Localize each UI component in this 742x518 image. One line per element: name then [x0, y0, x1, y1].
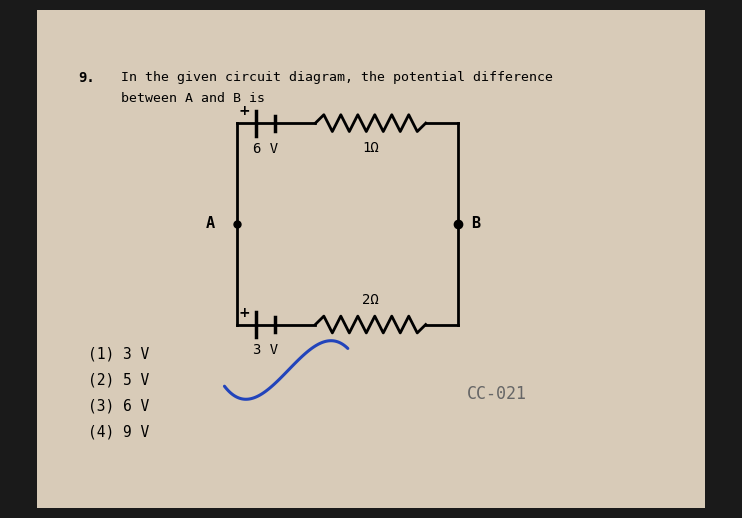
Text: A: A [206, 217, 214, 232]
Text: between A and B is: between A and B is [120, 92, 265, 105]
Text: 3 V: 3 V [253, 343, 278, 357]
FancyBboxPatch shape [37, 10, 705, 508]
Text: +: + [238, 306, 250, 320]
Text: (4) 9 V: (4) 9 V [88, 424, 149, 439]
Text: In the given circuit diagram, the potential difference: In the given circuit diagram, the potent… [120, 70, 553, 84]
Text: (3) 6 V: (3) 6 V [88, 398, 149, 413]
Text: (2) 5 V: (2) 5 V [88, 372, 149, 387]
Text: B: B [471, 217, 480, 232]
Text: 9.: 9. [79, 70, 95, 84]
Text: 6 V: 6 V [253, 142, 278, 156]
Text: 2Ω: 2Ω [362, 293, 379, 307]
Text: +: + [238, 105, 250, 119]
Text: 1Ω: 1Ω [362, 141, 379, 155]
Text: CC-021: CC-021 [467, 385, 527, 403]
Text: (1) 3 V: (1) 3 V [88, 347, 149, 362]
